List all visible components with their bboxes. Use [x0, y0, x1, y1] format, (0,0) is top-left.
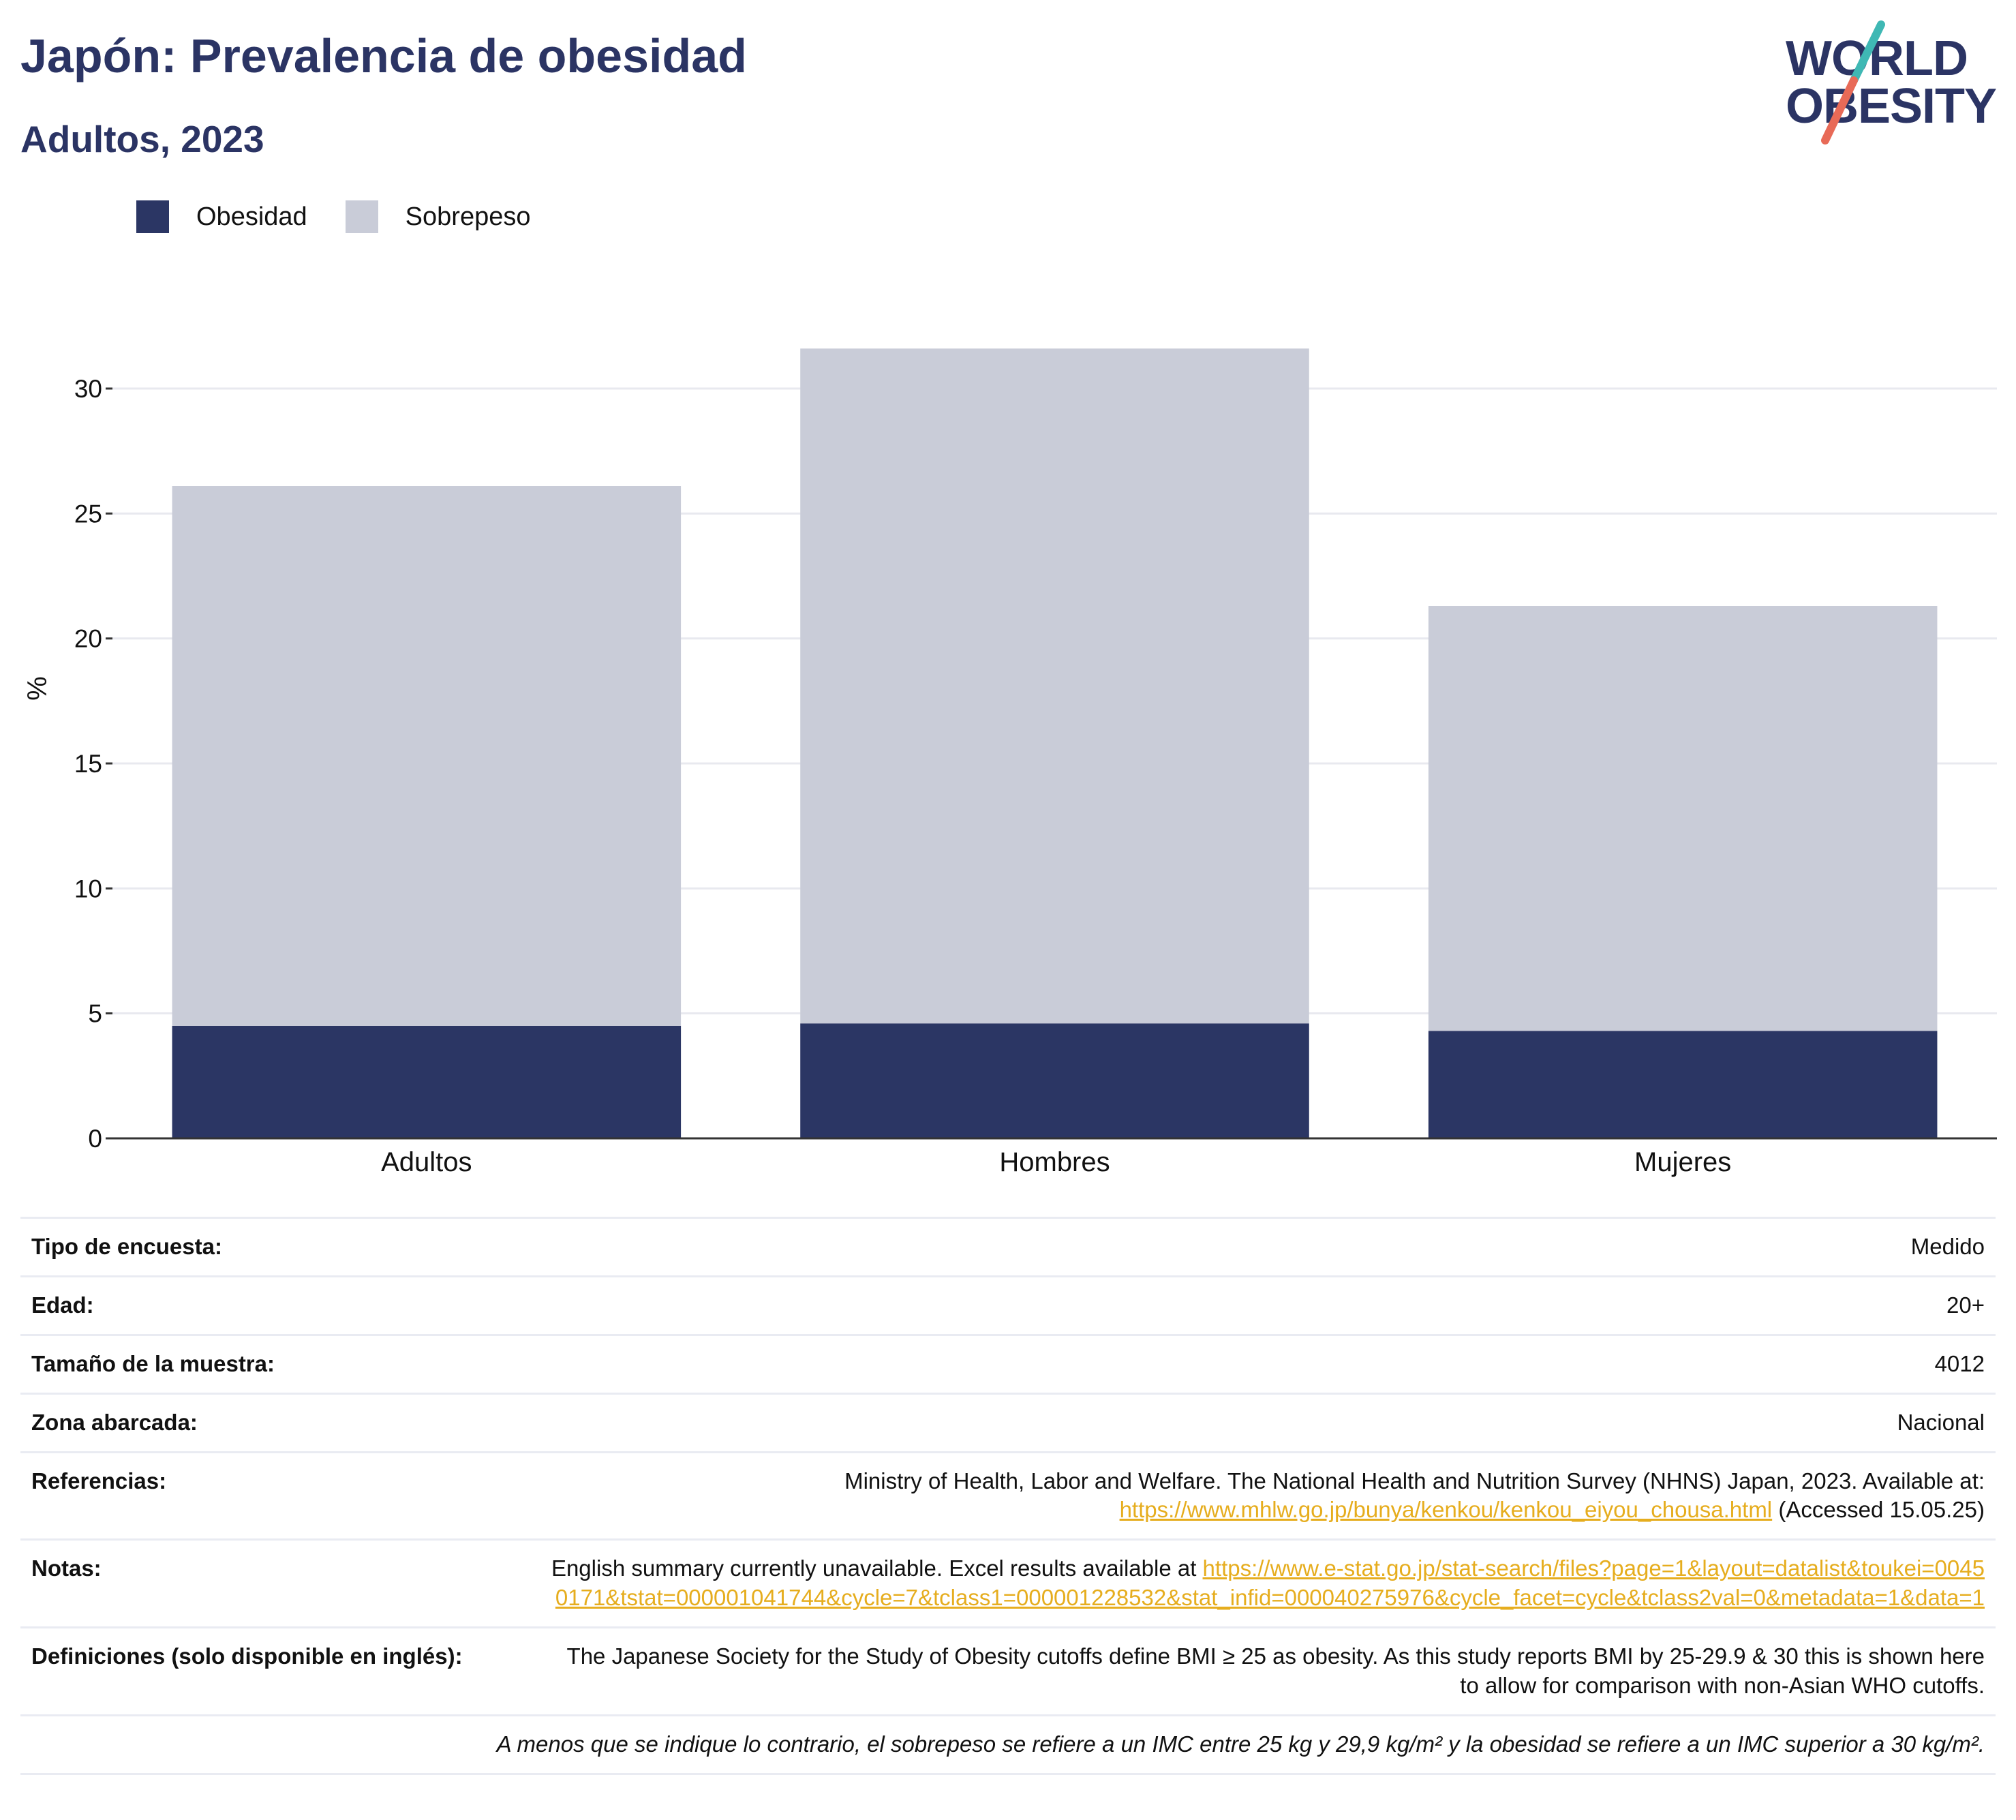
bar-obesity-adultos — [172, 1026, 682, 1138]
info-row-area: Zona abarcada: Nacional — [20, 1392, 1996, 1453]
y-tick-label: 0 — [88, 1125, 102, 1153]
y-tick-label: 5 — [88, 1000, 102, 1028]
chart-subtitle: Adultos, 2023 — [20, 118, 264, 160]
info-value: 4012 — [533, 1333, 1996, 1394]
axes: 0 5 10 15 20 25 30% Adultos Hombres Mujeres — [22, 375, 1997, 1177]
info-row-definitions: Definiciones (solo disponible en inglés)… — [20, 1626, 1996, 1716]
y-axis-label: % — [22, 676, 52, 701]
bar-obesity-mujeres — [1428, 1031, 1938, 1138]
y-tick-label: 10 — [74, 875, 102, 903]
info-value: 20+ — [533, 1275, 1996, 1335]
y-tick-label: 30 — [74, 375, 102, 403]
info-label: Tamaño de la muestra: — [20, 1333, 533, 1394]
bar-overweight-mujeres — [1428, 606, 1938, 1031]
definitions-text: The Japanese Society for the Study of Ob… — [533, 1626, 1996, 1716]
info-label: Tipo de encuesta: — [20, 1217, 533, 1277]
bar-overweight-hombres — [800, 348, 1309, 1024]
references-accessed: (Accessed 15.05.25) — [1778, 1497, 1985, 1523]
info-row-references: Referencias: Ministry of Health, Labor a… — [20, 1451, 1996, 1540]
chart-title: Japón: Prevalencia de obesidad — [20, 29, 747, 82]
bar-obesity-hombres — [800, 1023, 1309, 1138]
info-value: English summary currently unavailable. E… — [533, 1538, 1996, 1628]
bar-overweight-adultos — [172, 486, 682, 1026]
chart-legend: Obesidad Sobrepeso — [136, 200, 568, 233]
y-tick-label: 20 — [74, 625, 102, 653]
notes-text: English summary currently unavailable. E… — [551, 1556, 1197, 1581]
legend-label-overweight: Sobrepeso — [405, 202, 531, 231]
info-row-footnote: A menos que se indique lo contrario, el … — [20, 1714, 1996, 1775]
y-tick-label: 15 — [74, 750, 102, 778]
info-row-survey-type: Tipo de encuesta: Medido — [20, 1217, 1996, 1277]
info-label: Zona abarcada: — [20, 1392, 533, 1453]
legend-label-obesity: Obesidad — [196, 202, 307, 231]
x-tick-label: Adultos — [381, 1147, 472, 1177]
references-text: Ministry of Health, Labor and Welfare. T… — [844, 1468, 1985, 1493]
info-value: Medido — [533, 1217, 1996, 1277]
survey-info-table: Tipo de encuesta: Medido Edad: 20+ Tamañ… — [20, 1217, 1996, 1775]
info-row-notes: Notas: English summary currently unavail… — [20, 1538, 1996, 1628]
legend-swatch-obesity — [136, 200, 169, 233]
info-value: Ministry of Health, Labor and Welfare. T… — [533, 1451, 1996, 1540]
info-label: Definiciones (solo disponible en inglés)… — [20, 1626, 533, 1716]
stacked-bar-chart: 0 5 10 15 20 25 30% Adultos Hombres Mujeres — [22, 348, 1997, 1177]
info-row-sample-size: Tamaño de la muestra: 4012 — [20, 1333, 1996, 1394]
references-link[interactable]: https://www.mhlw.go.jp/bunya/kenkou/kenk… — [1119, 1497, 1773, 1523]
info-label: Edad: — [20, 1275, 533, 1335]
info-label: Notas: — [20, 1538, 533, 1628]
info-label: Referencias: — [20, 1451, 533, 1540]
logo-slash-teal — [1850, 20, 1885, 85]
legend-item-obesity: Obesidad — [136, 200, 307, 233]
legend-swatch-overweight — [345, 200, 378, 233]
x-tick-label: Mujeres — [1634, 1147, 1731, 1177]
info-value: Nacional — [533, 1392, 1996, 1453]
bars — [172, 348, 1938, 1138]
logo-line-obesity: OBESITY — [1786, 79, 1996, 134]
y-tick-label: 25 — [74, 500, 102, 528]
notes-link[interactable]: https://www.e-stat.go.jp/stat-search/fil… — [555, 1556, 1985, 1611]
x-tick-label: Hombres — [999, 1147, 1110, 1177]
footnote-text: A menos que se indique lo contrario, el … — [20, 1714, 1996, 1775]
legend-item-overweight: Sobrepeso — [345, 200, 531, 233]
world-obesity-logo: WORLD OBESITY — [1786, 20, 1997, 145]
info-row-age: Edad: 20+ — [20, 1275, 1996, 1335]
logo-slash-coral — [1821, 76, 1858, 145]
